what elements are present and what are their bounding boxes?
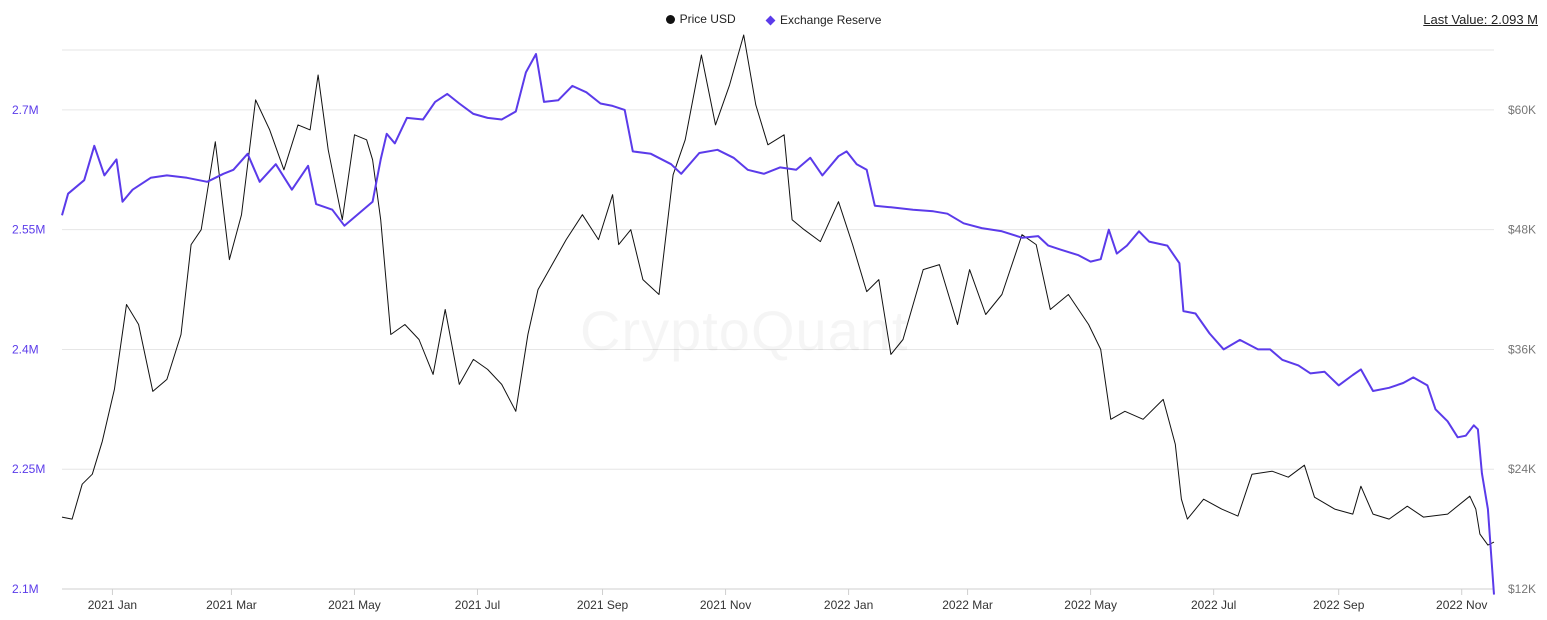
x-axis-tick-label: 2022 Mar — [942, 598, 993, 612]
x-axis-tick-label: 2021 Jul — [455, 598, 500, 612]
left-axis-tick-label: 2.1M — [12, 582, 39, 596]
right-axis-tick-label: $36K — [1508, 342, 1536, 356]
last-value-number: 2.093 M — [1491, 12, 1538, 27]
series-lines — [61, 34, 1495, 595]
x-axis-tick-label: 2021 May — [328, 598, 381, 612]
left-axis-tick-label: 2.55M — [12, 223, 45, 237]
x-axis-tick-label: 2021 Mar — [206, 598, 257, 612]
last-value-link[interactable]: Last Value: 2.093 M — [1423, 12, 1538, 27]
price-usd-line[interactable] — [61, 34, 1495, 546]
x-axis-tick-label: 2022 Sep — [1313, 598, 1365, 612]
x-axis-tick-label: 2022 Nov — [1436, 598, 1487, 612]
right-axis-tick-label: $48K — [1508, 223, 1536, 237]
left-axis-tick-label: 2.25M — [12, 462, 45, 476]
legend-label-reserve: Exchange Reserve — [779, 13, 882, 27]
last-value-label: Last Value: — [1423, 12, 1488, 27]
right-axis-tick-label: $24K — [1508, 462, 1536, 476]
right-axis-tick-label: $60K — [1508, 103, 1536, 117]
x-axis-tick-label: 2022 Jan — [824, 598, 873, 612]
left-axis-tick-label: 2.4M — [12, 342, 39, 356]
left-axis-tick-label: 2.7M — [12, 103, 39, 117]
circle-marker-icon — [665, 14, 675, 24]
diamond-marker-icon — [765, 15, 776, 25]
right-axis-tick-label: $12K — [1508, 582, 1536, 596]
legend: Price USD Exchange Reserve — [0, 12, 1547, 27]
exchange-reserve-line[interactable] — [61, 53, 1495, 595]
legend-label-price: Price USD — [679, 12, 736, 26]
grid-lines — [62, 49, 1494, 590]
x-axis-tick-label: 2021 Jan — [88, 598, 137, 612]
x-axis-tick-label: 2022 Jul — [1191, 598, 1236, 612]
x-axis-tick-label: 2021 Sep — [577, 598, 629, 612]
axes: 2.1M 2.25M 2.4M 2.55M 2.7M $12K $24K $36K $48K $6… — [12, 103, 1536, 612]
legend-item-price[interactable]: Price USD — [665, 12, 736, 26]
x-axis-tick-label: 2021 Nov — [700, 598, 751, 612]
legend-item-reserve[interactable]: Exchange Reserve — [765, 13, 882, 27]
x-axis-tick-label: 2022 May — [1064, 598, 1117, 612]
